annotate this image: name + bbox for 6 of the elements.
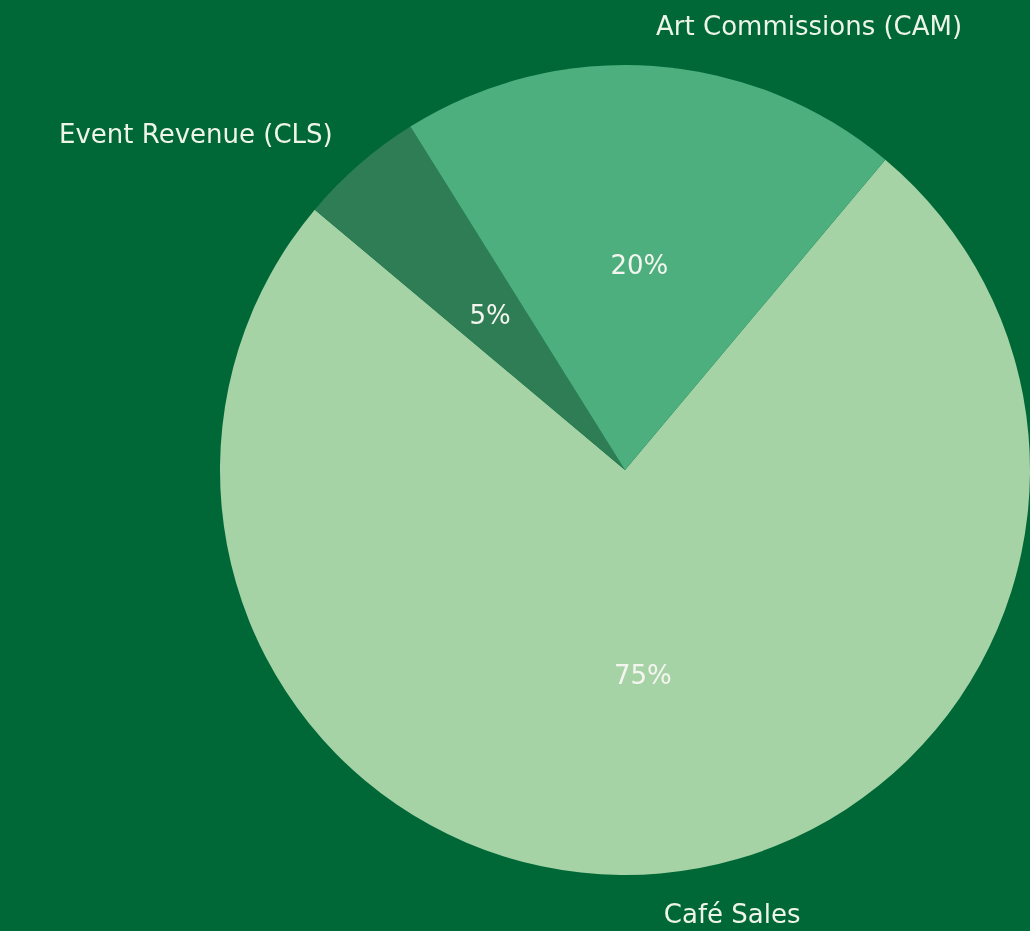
slice-label: Art Commissions (CAM)	[656, 10, 963, 41]
data-label: 5%	[469, 299, 511, 330]
slice-label: Café Sales	[663, 898, 801, 929]
data-label: 20%	[610, 250, 669, 280]
slice-label: Event Revenue (CLS)	[59, 118, 333, 149]
data-label: 75%	[614, 659, 672, 690]
